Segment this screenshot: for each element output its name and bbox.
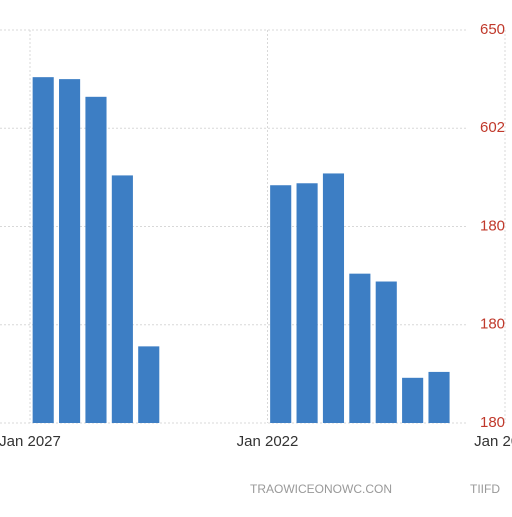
bar: [32, 77, 54, 423]
bar: [322, 173, 345, 423]
y-tick-label: 180: [480, 217, 505, 234]
x-tick-label: Jan 2022: [237, 433, 299, 450]
bar: [85, 96, 107, 423]
x-tick-label: Jan 2027: [0, 433, 61, 450]
y-tick-label: 602: [480, 119, 505, 136]
watermark: TRAOWICEONOWC.CON: [250, 482, 392, 496]
bar: [270, 185, 292, 423]
bar: [111, 175, 133, 423]
y-tick-label: 650: [480, 21, 505, 38]
bar: [375, 281, 397, 423]
bar: [402, 377, 424, 423]
watermark: TIIFD: [470, 482, 500, 496]
x-tick-label: Jan 2022: [474, 433, 512, 450]
y-tick-label: 180: [480, 414, 505, 431]
bar: [296, 183, 318, 423]
bar: [349, 273, 371, 423]
bar: [59, 79, 81, 423]
bar: [428, 371, 450, 423]
y-tick-label: 180: [480, 316, 505, 333]
bar: [138, 346, 160, 423]
